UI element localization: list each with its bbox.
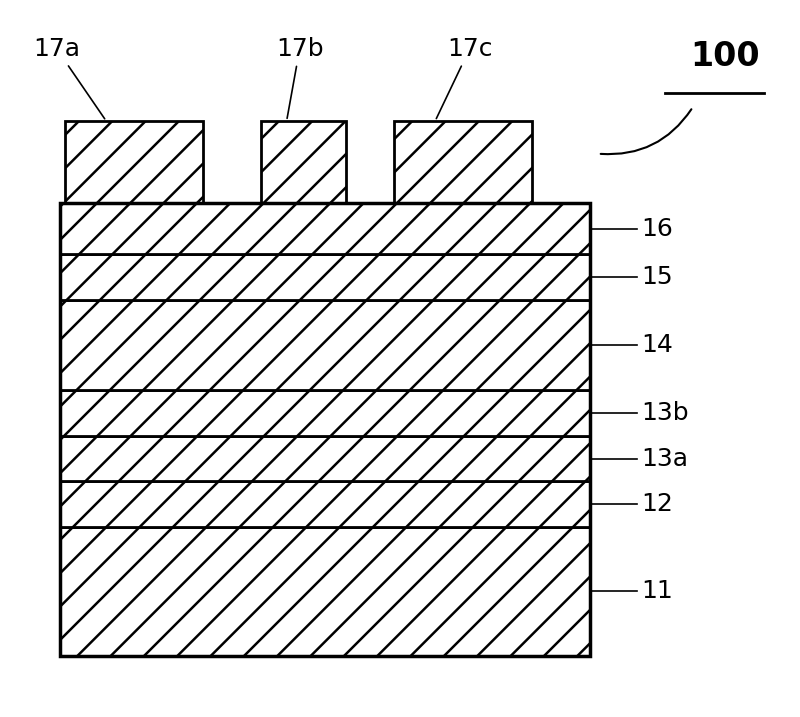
Bar bbox=[59, 481, 590, 526]
Text: 17c: 17c bbox=[436, 37, 492, 118]
Bar bbox=[59, 203, 590, 255]
Text: 12: 12 bbox=[642, 492, 674, 516]
Text: 17a: 17a bbox=[34, 37, 105, 119]
Bar bbox=[59, 526, 590, 656]
Text: 100: 100 bbox=[690, 39, 759, 72]
Bar bbox=[261, 121, 346, 203]
Bar bbox=[394, 121, 532, 203]
Bar bbox=[59, 391, 590, 436]
Text: 16: 16 bbox=[642, 217, 674, 240]
Text: 11: 11 bbox=[642, 579, 674, 603]
Text: 15: 15 bbox=[642, 265, 673, 289]
Text: 14: 14 bbox=[642, 333, 674, 357]
Bar bbox=[59, 300, 590, 391]
Text: 13a: 13a bbox=[642, 447, 689, 470]
Text: 17b: 17b bbox=[276, 37, 323, 118]
Bar bbox=[59, 255, 590, 300]
FancyArrowPatch shape bbox=[601, 109, 691, 154]
Bar bbox=[59, 436, 590, 481]
Bar bbox=[65, 121, 202, 203]
Bar bbox=[59, 203, 590, 656]
Text: 13b: 13b bbox=[642, 402, 689, 425]
